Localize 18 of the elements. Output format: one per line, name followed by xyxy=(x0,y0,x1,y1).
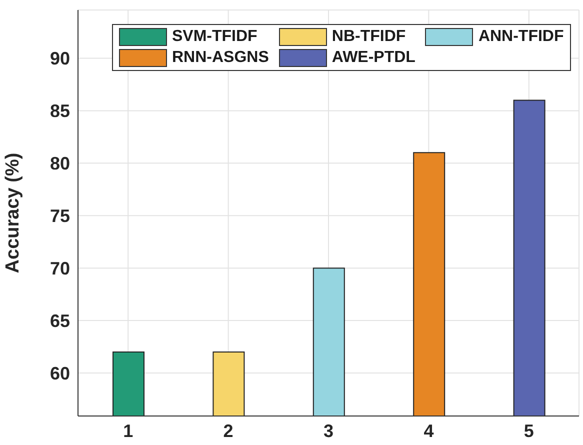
legend-label: SVM-TFIDF xyxy=(172,28,258,46)
y-axis-title: Accuracy (%) xyxy=(2,152,24,274)
x-tick-label: 5 xyxy=(524,420,534,441)
x-tick-label: 4 xyxy=(424,420,434,441)
legend-label: RNN-ASGNS xyxy=(172,49,269,67)
y-tick-label: 70 xyxy=(50,258,70,278)
x-tick-label: 3 xyxy=(323,420,334,441)
y-tick-label: 90 xyxy=(50,48,70,69)
y-tick-label: 85 xyxy=(50,101,70,122)
x-tick-label: 2 xyxy=(223,420,234,441)
legend-label: ANN-TFIDF xyxy=(478,28,564,46)
y-tick-label: 60 xyxy=(50,363,70,384)
legend-label: AWE-PTDL xyxy=(332,49,416,67)
x-tick-label: 1 xyxy=(123,420,134,441)
y-tick-label: 80 xyxy=(50,154,70,174)
legend-label: NB-TFIDF xyxy=(332,28,406,46)
y-tick-label: 75 xyxy=(50,206,70,226)
y-tick-label: 65 xyxy=(50,310,70,331)
